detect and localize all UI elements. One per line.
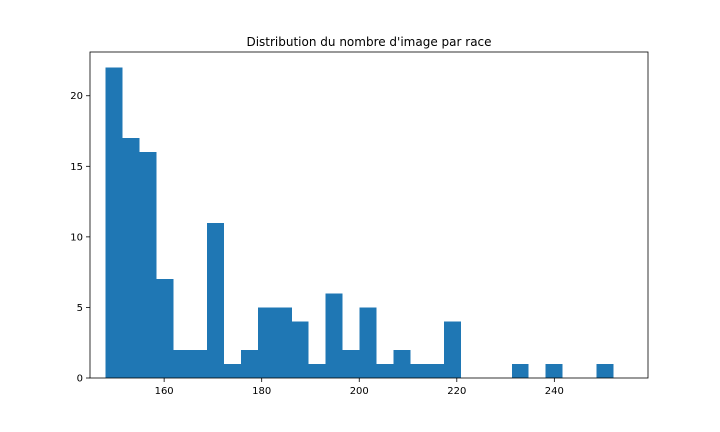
histogram-bar	[105, 67, 123, 379]
histogram-bar	[207, 222, 225, 378]
histogram-bar	[122, 138, 140, 378]
y-tick-label: 0	[77, 374, 83, 385]
histogram-bar	[224, 363, 242, 378]
histogram-bar	[291, 321, 309, 378]
histogram-bar	[545, 363, 563, 378]
histogram-bar	[376, 363, 394, 378]
x-tick-label: 240	[545, 386, 564, 397]
histogram-bar	[342, 349, 360, 378]
histogram-bar	[596, 363, 614, 378]
histogram-bar	[241, 349, 258, 378]
y-tick-label: 15	[70, 162, 83, 173]
x-tick-label: 180	[252, 386, 271, 397]
histogram-bar	[393, 349, 411, 378]
x-tick-label: 200	[350, 386, 369, 397]
y-axis: 0 5 10 15 20	[70, 91, 90, 385]
x-axis: 160 180 200 220 240	[155, 378, 564, 397]
histogram-bar	[190, 349, 208, 378]
x-tick-label: 160	[155, 386, 174, 397]
histogram-bar	[257, 307, 275, 378]
histogram-bar	[156, 279, 174, 378]
histogram-bar	[427, 363, 445, 378]
histogram-bar	[139, 152, 157, 378]
histogram-bar	[325, 293, 343, 378]
histogram-bar	[173, 349, 191, 378]
histogram-bar	[359, 307, 377, 378]
x-tick-label: 220	[447, 386, 466, 397]
y-tick-label: 5	[77, 303, 83, 314]
histogram-bar	[308, 363, 326, 378]
plot-frame	[89, 51, 649, 379]
y-tick-label: 10	[70, 232, 83, 243]
y-tick-label: 20	[70, 91, 83, 102]
histogram-bar	[410, 363, 428, 378]
histogram-bar	[444, 321, 462, 378]
histogram-bar	[274, 307, 292, 378]
histogram-bar	[511, 363, 529, 378]
bars-group	[105, 67, 614, 379]
chart-title: Distribution du nombre d'image par race	[246, 35, 491, 49]
